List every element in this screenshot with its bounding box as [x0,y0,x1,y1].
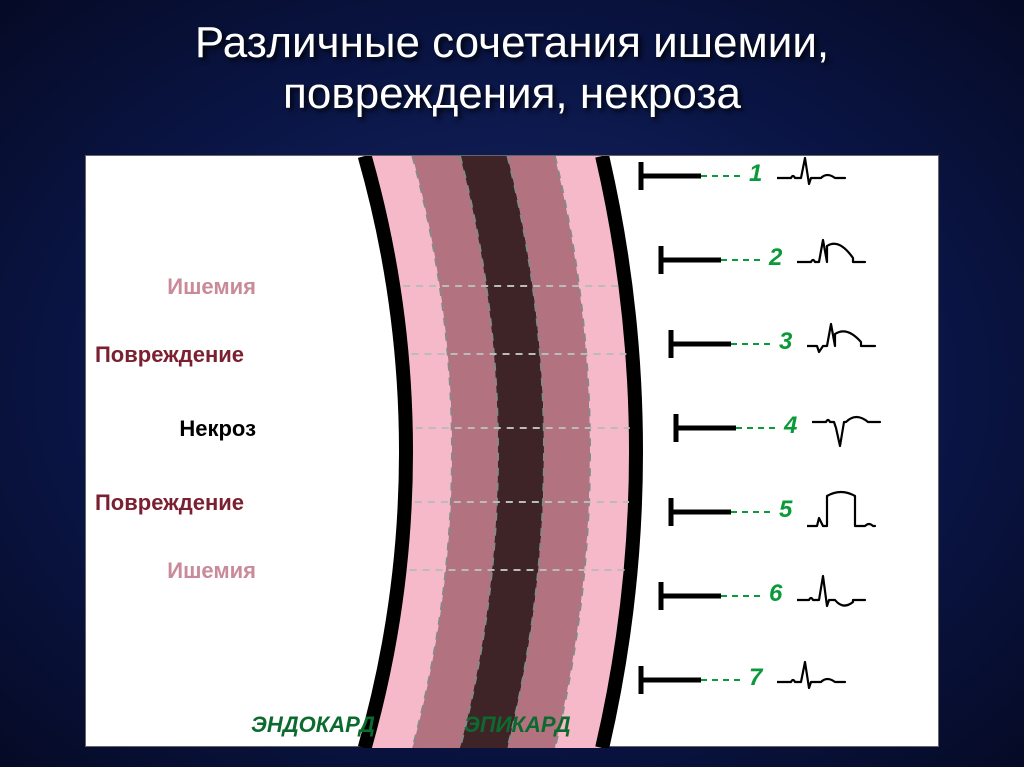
electrode-number: 6 [769,580,782,608]
electrode-number: 1 [749,160,762,188]
electrode-number: 3 [779,328,792,356]
ecg-trace [777,150,855,202]
ecg-trace [807,486,885,538]
title-line-1: Различные сочетания ишемии, [195,18,829,67]
electrode-number: 5 [779,496,792,524]
bottom-label: ЭНДОКАРД [251,712,375,738]
electrode-number: 7 [749,664,762,692]
ecg-trace [797,234,875,286]
bottom-label: ЭПИКАРД [464,712,571,738]
electrode-number: 4 [784,412,797,440]
diagram-panel: 1234567ИшемияПовреждениеНекрозПовреждени… [85,155,939,747]
ecg-trace [812,402,890,454]
title-line-2: повреждения, некроза [283,69,741,118]
ecg-trace [807,318,885,370]
zone-label: Ишемия [76,274,256,300]
ecg-trace [797,570,875,622]
zone-label: Повреждение [64,342,244,368]
zone-label: Ишемия [76,558,256,584]
zone-label: Некроз [76,416,256,442]
zone-label: Повреждение [64,490,244,516]
ecg-trace [777,654,855,706]
electrode-number: 2 [769,244,782,272]
